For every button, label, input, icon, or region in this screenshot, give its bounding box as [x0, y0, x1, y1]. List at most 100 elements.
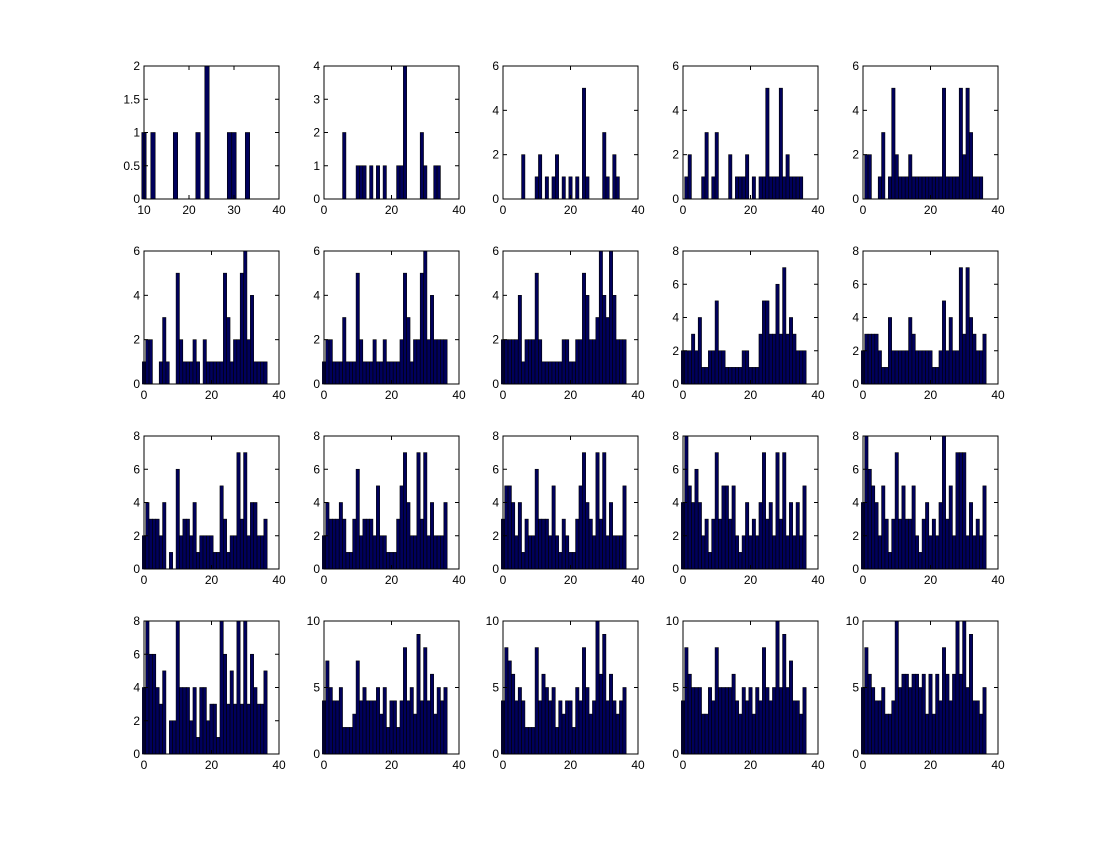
histogram-bar	[979, 176, 984, 200]
histogram-bar	[379, 713, 384, 755]
histogram-bar	[979, 713, 984, 755]
y-tick-label: 8	[672, 244, 679, 258]
histogram-bar	[605, 176, 610, 200]
histogram-panel: 0 20 40 0 2 4 6	[133, 244, 286, 402]
x-tick-label: 0	[860, 573, 867, 587]
x-tick-label: 0	[500, 573, 507, 587]
histogram-bar	[571, 552, 576, 570]
histogram-bar	[762, 300, 766, 385]
histogram-bar	[612, 154, 617, 200]
x-tick-label: 40	[272, 388, 286, 402]
histogram-bar	[881, 367, 886, 385]
histogram-bar	[612, 700, 617, 755]
histogram-bar	[595, 620, 600, 755]
histogram-bar	[952, 535, 957, 570]
x-tick-label: 40	[452, 203, 466, 217]
histogram-bar	[731, 673, 736, 755]
histogram-bar	[250, 653, 254, 755]
histogram-bar	[219, 620, 224, 755]
y-tick-label: 0	[672, 747, 679, 761]
histogram-bar	[199, 687, 204, 755]
x-tick-label: 0	[500, 203, 507, 217]
histogram-bar	[745, 700, 750, 755]
x-tick-label: 0	[141, 573, 148, 587]
histogram-bar	[755, 535, 760, 570]
histogram-bar	[588, 518, 593, 570]
histogram-bar	[585, 176, 590, 200]
histogram-bar	[792, 333, 797, 385]
histogram-bar	[409, 687, 414, 755]
histogram-bar	[561, 518, 566, 570]
histogram-bar	[598, 673, 603, 755]
histogram-bar	[246, 535, 251, 570]
histogram-bar	[541, 673, 546, 755]
histogram-bar	[605, 700, 610, 755]
histogram-bar	[894, 154, 899, 200]
histogram-bar	[748, 535, 753, 570]
y-tick-label: 5	[672, 681, 679, 695]
histogram-bar	[332, 518, 337, 570]
y-tick-label: 6	[492, 462, 499, 476]
histogram-panel: 0 20 40 0 2 4 6 8	[492, 429, 645, 587]
histogram-bar	[396, 518, 401, 570]
histogram-bar	[735, 700, 739, 755]
histogram-bar	[867, 468, 872, 570]
histogram-bar	[355, 468, 360, 570]
histogram-bar	[386, 727, 391, 755]
histogram-bar	[965, 687, 970, 755]
y-tick-label: 4	[852, 311, 859, 325]
histogram-bar	[155, 687, 160, 755]
histogram-bar	[263, 518, 268, 570]
histogram-bar	[433, 535, 438, 570]
histogram-bar	[534, 468, 539, 570]
histogram-bar	[615, 339, 620, 385]
histogram-bar	[416, 452, 421, 570]
histogram-bar	[884, 518, 889, 570]
y-tick-label: 4	[852, 103, 859, 117]
histogram-bar	[724, 485, 729, 570]
histogram-bar	[782, 452, 787, 570]
y-tick-label: 6	[313, 462, 320, 476]
histogram-bar	[148, 339, 153, 385]
histogram-bar	[921, 518, 926, 570]
x-tick-label: 0	[321, 758, 328, 772]
histogram-bar	[602, 452, 607, 570]
histogram-bar	[768, 502, 773, 570]
histogram-bar	[877, 535, 882, 570]
histogram-bar	[911, 333, 916, 385]
histogram-bar	[955, 620, 960, 755]
histogram-bar	[891, 87, 896, 200]
histogram-bar	[704, 132, 709, 200]
histogram-bar	[598, 250, 603, 385]
histogram-bar	[921, 350, 926, 385]
histogram-bar	[691, 687, 696, 755]
histogram-bar	[145, 339, 150, 385]
y-tick-label: 2	[492, 333, 499, 347]
histogram-bar	[921, 176, 926, 200]
histogram-bar	[595, 452, 600, 570]
histogram-bar	[578, 339, 583, 385]
histogram-bar	[948, 317, 953, 385]
histogram-bar	[555, 361, 559, 385]
histogram-bar	[517, 295, 522, 385]
histogram-bar	[691, 502, 696, 570]
histogram-bar	[881, 485, 886, 570]
histogram-bar	[701, 713, 706, 755]
histogram-bar	[565, 700, 570, 755]
histogram-bar	[426, 535, 431, 570]
histogram-bar	[399, 339, 404, 385]
histogram-bar	[423, 647, 428, 755]
histogram-bar	[582, 452, 586, 570]
histogram-bar	[365, 700, 370, 755]
histogram-bar	[972, 535, 977, 570]
histogram-bar	[179, 687, 184, 755]
histogram-bar	[775, 452, 780, 570]
histogram-bar	[945, 673, 950, 755]
histogram-bar	[406, 700, 411, 755]
histogram-bar	[531, 727, 536, 755]
histogram-bar	[721, 687, 726, 755]
histogram-bar	[802, 687, 807, 755]
histogram-bar	[718, 687, 723, 755]
histogram-bar	[359, 535, 364, 570]
histogram-bar	[332, 361, 337, 385]
